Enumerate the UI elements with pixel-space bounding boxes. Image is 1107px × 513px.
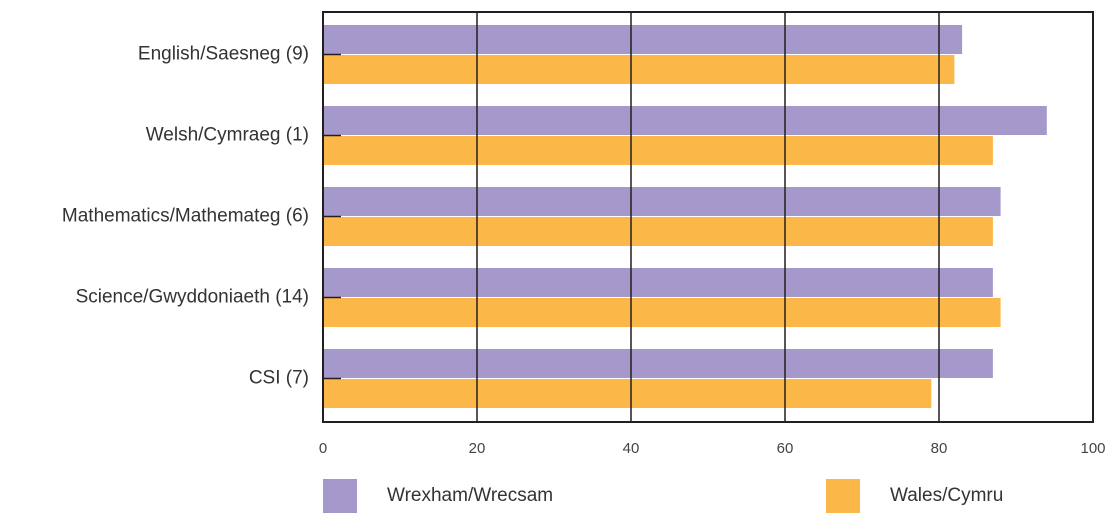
legend-item-wrexham: Wrexham/Wrecsam <box>323 479 553 513</box>
legend-label-wrexham: Wrexham/Wrecsam <box>387 485 554 506</box>
x-tick-label-40: 40 <box>623 440 640 457</box>
x-tick-label-0: 0 <box>319 440 327 457</box>
bar-wrexham-0 <box>323 25 963 54</box>
bars-layer <box>323 25 1047 408</box>
x-tick-label-80: 80 <box>931 440 948 457</box>
x-axis-tick-labels: 0 20 40 60 80 100 <box>319 440 1106 457</box>
category-label-3: Science/Gwyddoniaeth (14) <box>76 287 309 308</box>
plot-frame <box>322 11 1094 423</box>
legend-swatch-wales <box>826 479 860 513</box>
bar-wrexham-4 <box>323 349 993 378</box>
category-label-2: Mathematics/Mathemateg (6) <box>62 206 309 227</box>
category-tick-marks <box>323 53 341 380</box>
x-tick-label-60: 60 <box>777 440 794 457</box>
grid-layer <box>476 12 940 422</box>
x-tick-label-100: 100 <box>1080 440 1105 457</box>
category-label-4: CSI (7) <box>249 368 309 389</box>
bar-wales-3 <box>323 298 1001 327</box>
category-label-0: English/Saesneg (9) <box>138 44 309 65</box>
legend-swatch-wrexham <box>323 479 357 513</box>
bar-wrexham-3 <box>323 268 993 297</box>
legend-label-wales: Wales/Cymru <box>890 485 1004 506</box>
legend-item-wales: Wales/Cymru <box>826 479 1003 513</box>
bar-wales-4 <box>323 379 932 408</box>
x-tick-label-20: 20 <box>469 440 486 457</box>
category-labels: English/Saesneg (9) Welsh/Cymraeg (1) Math… <box>62 44 309 389</box>
bar-wales-0 <box>323 55 955 84</box>
bar-wrexham-2 <box>323 187 1001 216</box>
bar-wrexham-1 <box>323 106 1047 135</box>
bar-wales-2 <box>323 217 993 246</box>
bar-wales-1 <box>323 136 993 165</box>
category-label-1: Welsh/Cymraeg (1) <box>146 125 309 146</box>
